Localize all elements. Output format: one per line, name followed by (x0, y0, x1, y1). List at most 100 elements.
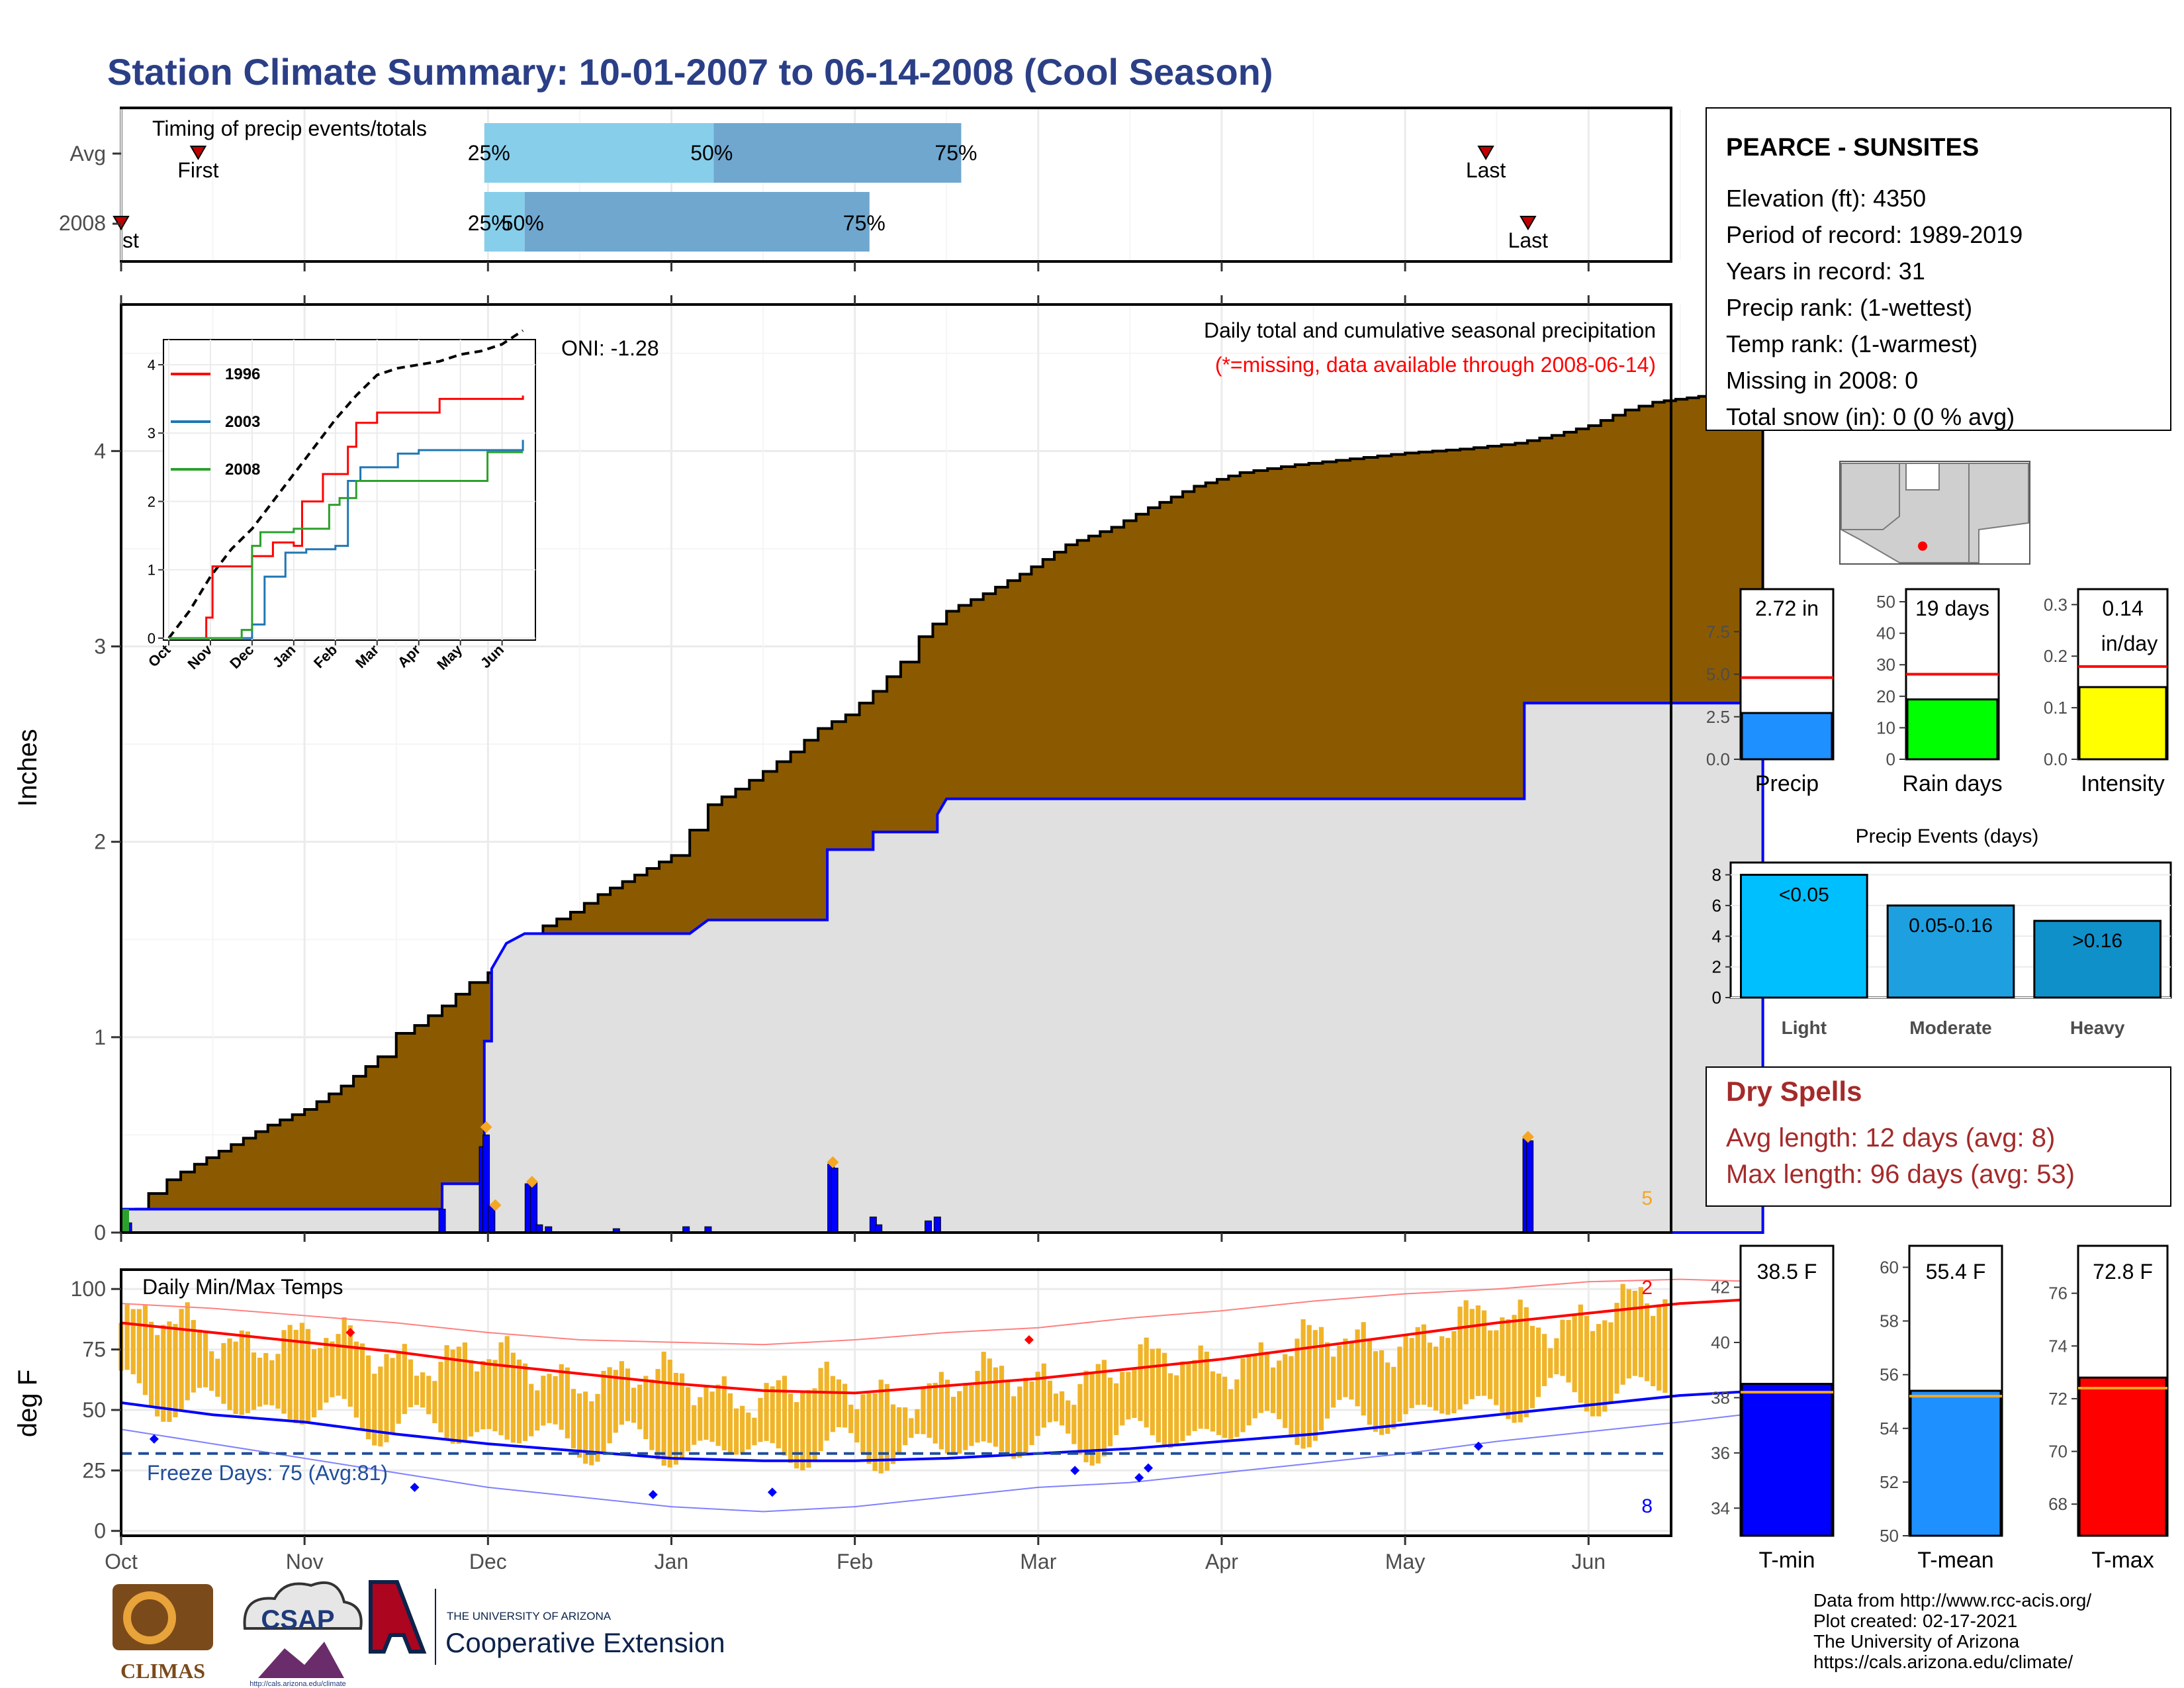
temp-daily-bar (655, 1369, 660, 1460)
daily-precip-bar (933, 1216, 941, 1233)
temp-summary-bar (1909, 1389, 2002, 1537)
temp-daily-bar (565, 1367, 570, 1438)
temp-daily-bar (504, 1336, 510, 1440)
temp-daily-bar (203, 1333, 208, 1387)
temp-daily-bar (366, 1355, 371, 1440)
temp-daily-bar (981, 1352, 986, 1442)
month-tick-label: Jun (1571, 1550, 1606, 1573)
events-ytick-label: 0 (1712, 988, 1721, 1008)
temp-daily-bar (1095, 1364, 1101, 1464)
temp-daily-bar (155, 1335, 160, 1417)
map-states (1841, 463, 2029, 563)
temp-daily-bar (649, 1379, 655, 1450)
temp-daily-bar (709, 1391, 715, 1442)
temp-summary-bar (2078, 1376, 2167, 1537)
temp-daily-bar (1089, 1373, 1095, 1466)
temp-daily-bar (806, 1389, 811, 1468)
temp-summary-label: T-mean (1917, 1548, 1993, 1573)
small-bar-ytick-label: 5.0 (1706, 665, 1730, 684)
temp-daily-bar (529, 1383, 534, 1436)
temp-daily-bar (884, 1383, 889, 1471)
daily-precip-bar (925, 1220, 933, 1233)
temp-daily-bar (1210, 1371, 1216, 1432)
temp-daily-bar (782, 1376, 788, 1456)
temp-daily-bar (547, 1374, 552, 1423)
temp-daily-bar (1289, 1356, 1294, 1438)
temp-daily-bar (915, 1409, 920, 1434)
temp-summary-ytick-label: 36 (1711, 1443, 1730, 1463)
temp-daily-bar (1475, 1305, 1480, 1396)
temp-daily-bar (1608, 1322, 1614, 1404)
inset-grid (163, 340, 535, 640)
temp-daily-bar (1500, 1317, 1505, 1413)
temp-daily-bar (347, 1325, 353, 1407)
temp-daily-bar (987, 1358, 992, 1443)
month-tick-label: Mar (1020, 1550, 1056, 1573)
temp-daily-bar (426, 1376, 432, 1415)
temp-daily-bar (1066, 1400, 1071, 1434)
temp-daily-bar (1361, 1322, 1366, 1416)
temp-daily-bar (1071, 1405, 1077, 1444)
temp-daily-bar (1270, 1367, 1276, 1413)
events-ytick-label: 4 (1712, 926, 1721, 946)
temp-daily-bar (1204, 1351, 1209, 1429)
temp-daily-bar (1614, 1303, 1619, 1394)
small-bar-ytick-label: 10 (1876, 718, 1895, 737)
temp-daily-bar (318, 1348, 323, 1411)
temp-axis: 0 25 50 75 100 Oct Nov Dec Jan Feb Mar Apr May Jun (71, 1277, 1606, 1573)
dry-title: Dry Spells (1726, 1076, 1862, 1107)
inset-ytick-label: 0 (148, 630, 156, 647)
station-location-dot (1918, 541, 1927, 551)
temp-daily-bar (378, 1366, 383, 1447)
inset-legend: 1996 2003 2008 (171, 365, 260, 479)
small-bar-label: Intensity (2081, 771, 2165, 796)
temp-daily-bar (1053, 1393, 1059, 1422)
temp-daily-bar (607, 1367, 612, 1444)
temp-summary-value-label: 55.4 F (1926, 1260, 1986, 1284)
current-cumulative-area (120, 702, 1764, 1234)
temp-daily-bar (975, 1370, 980, 1443)
temp-daily-bar (927, 1383, 932, 1438)
precip-panel: 0 1 2 3 4 Inches Daily total and cumulative … (13, 295, 1764, 1244)
temp-daily-bar (727, 1393, 733, 1454)
temp-daily-bar (818, 1368, 823, 1452)
temp-summary-ytick-label: 68 (2048, 1494, 2068, 1514)
precip-caption-missing: (*=missing, data available through 2008-… (1215, 353, 1656, 377)
temp-ytick-label: 100 (71, 1277, 106, 1301)
temp-daily-bar (1035, 1372, 1040, 1436)
temp-daily-bar (1017, 1386, 1023, 1458)
footer-line-1: Data from http://www.rcc-acis.org/ (1813, 1590, 2091, 1611)
temp-daily-bar (541, 1376, 546, 1426)
inset-avg-line (167, 329, 524, 639)
temp-daily-bar (1632, 1290, 1637, 1376)
temp-daily-bar (570, 1389, 576, 1449)
temp-label: Daily Min/Max Temps (142, 1275, 343, 1299)
temp-daily-bar (601, 1370, 606, 1454)
temp-daily-bar (788, 1393, 794, 1464)
temp-daily-bar (1349, 1341, 1354, 1400)
temp-daily-bar (1083, 1370, 1089, 1463)
small-bar-ytick-label: 40 (1876, 624, 1895, 643)
temp-daily-bar (1101, 1360, 1107, 1457)
temp-summary-ytick-label: 74 (2048, 1336, 2068, 1356)
csap-mountains (258, 1642, 344, 1678)
daily-precip-bar (1526, 1140, 1534, 1233)
temp-daily-bar (330, 1341, 335, 1397)
timing-marker-icon (1477, 146, 1494, 160)
temp-daily-bar (281, 1330, 287, 1414)
temp-summary-value-label: 72.8 F (2093, 1260, 2153, 1284)
temp-daily-bar (1638, 1287, 1644, 1378)
footer-line-3: The University of Arizona (1813, 1631, 2020, 1652)
temp-summary-ytick-label: 72 (2048, 1389, 2068, 1409)
climas-logo: CLIMAS (113, 1584, 213, 1683)
precip-count-label: 5 (1641, 1188, 1653, 1209)
inset-legend-label: 2003 (225, 413, 260, 431)
temp-summary-bars: 34 36 38 40 42 38.5 F T-min 50 52 54 56 58 60 55.4 F T… (1711, 1244, 2169, 1573)
temp-summary-ytick-label: 52 (1880, 1472, 1899, 1492)
temp-daily-bar (257, 1358, 263, 1407)
precip-ylabel: Inches (13, 729, 42, 807)
logos: CLIMAS CSAP http://cals.arizona.edu/clim… (113, 1580, 725, 1688)
temp-daily-bar (191, 1320, 196, 1393)
temp-daily-bar (1228, 1389, 1234, 1439)
